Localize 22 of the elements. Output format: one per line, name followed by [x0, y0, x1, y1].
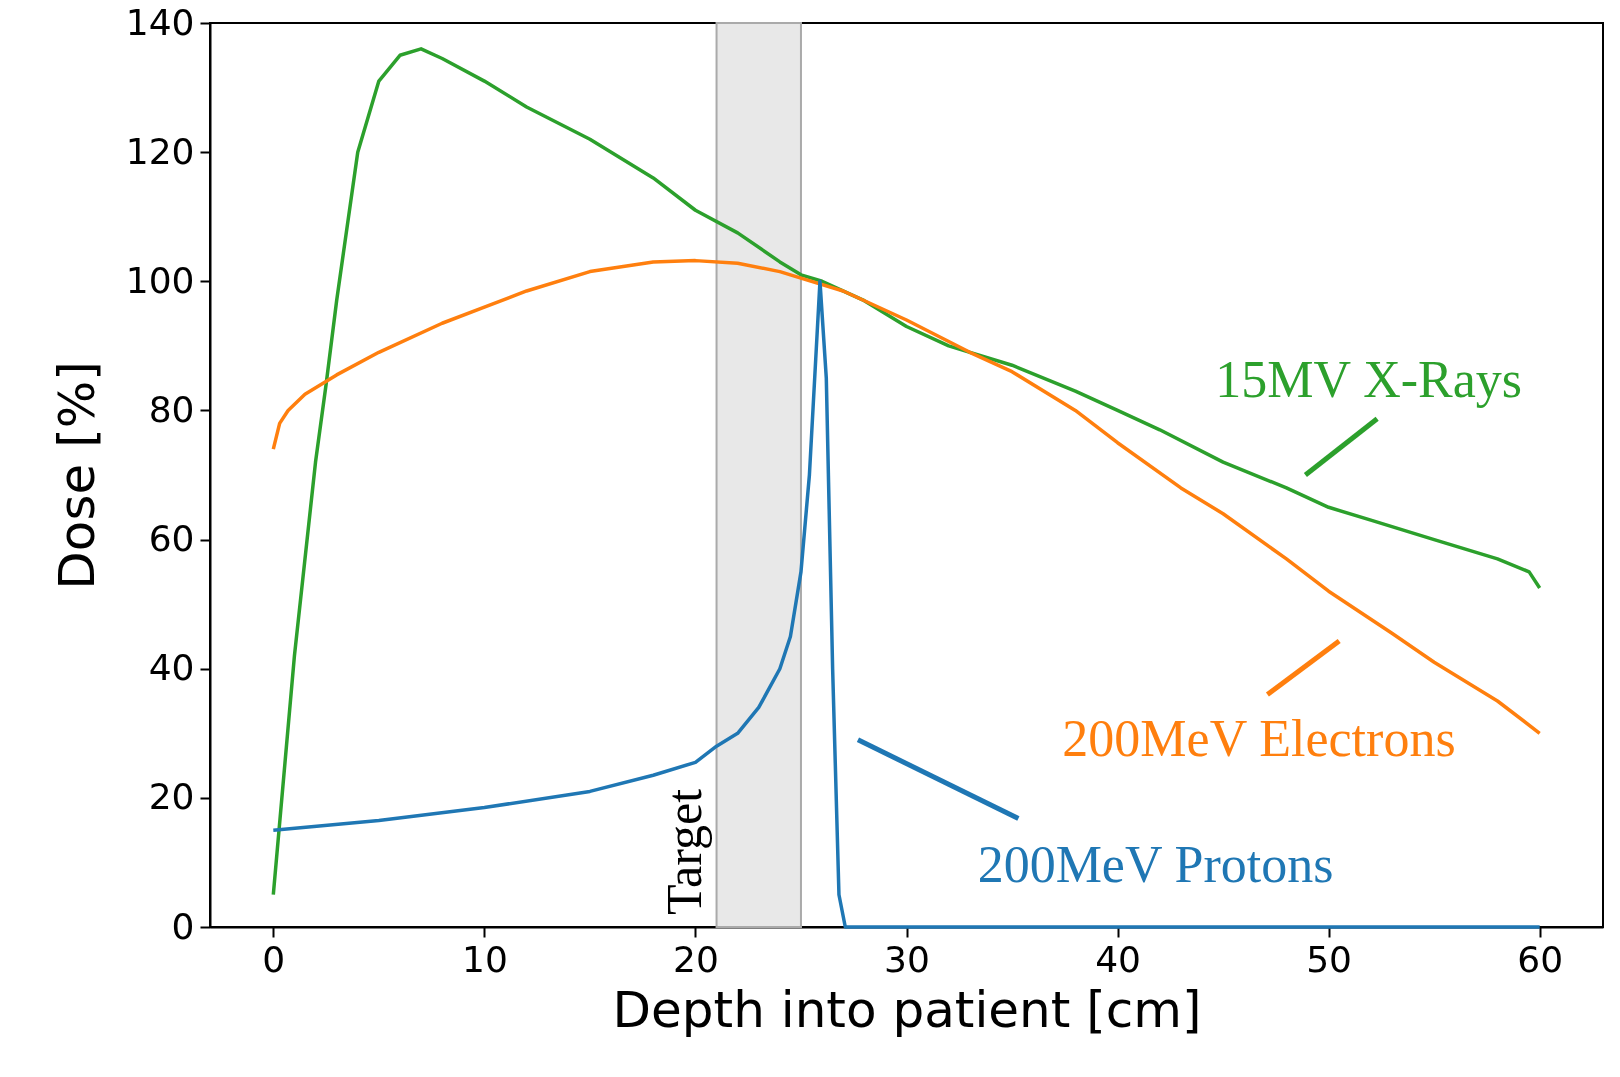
x-tick-label: 60: [1517, 938, 1564, 980]
x-axis-title: Depth into patient [cm]: [612, 980, 1202, 1039]
legend-label: 200MeV Protons: [977, 835, 1334, 893]
x-tick-label: 50: [1306, 938, 1353, 980]
legend-label: 200MeV Electrons: [1062, 709, 1456, 767]
x-tick-label: 10: [461, 938, 508, 980]
y-tick-label: 0: [171, 905, 195, 947]
x-tick-label: 40: [1095, 938, 1141, 980]
y-tick-label: 20: [148, 776, 195, 818]
y-tick-label: 60: [148, 518, 195, 560]
y-tick-label: 100: [125, 259, 195, 301]
x-tick-label: 30: [884, 938, 930, 980]
band-label: Target: [655, 788, 712, 915]
y-tick-label: 80: [148, 388, 195, 430]
series-label: 15MV X-Rays: [1215, 350, 1523, 408]
y-axis-title: Dose [%]: [47, 361, 106, 590]
x-tick-label: 0: [262, 938, 286, 980]
y-tick-label: 40: [148, 647, 195, 689]
y-tick-label: 120: [125, 130, 195, 172]
line-series: [271, 279, 1542, 929]
y-tick-label: 140: [125, 1, 195, 43]
x-tick-label: 20: [673, 938, 719, 980]
